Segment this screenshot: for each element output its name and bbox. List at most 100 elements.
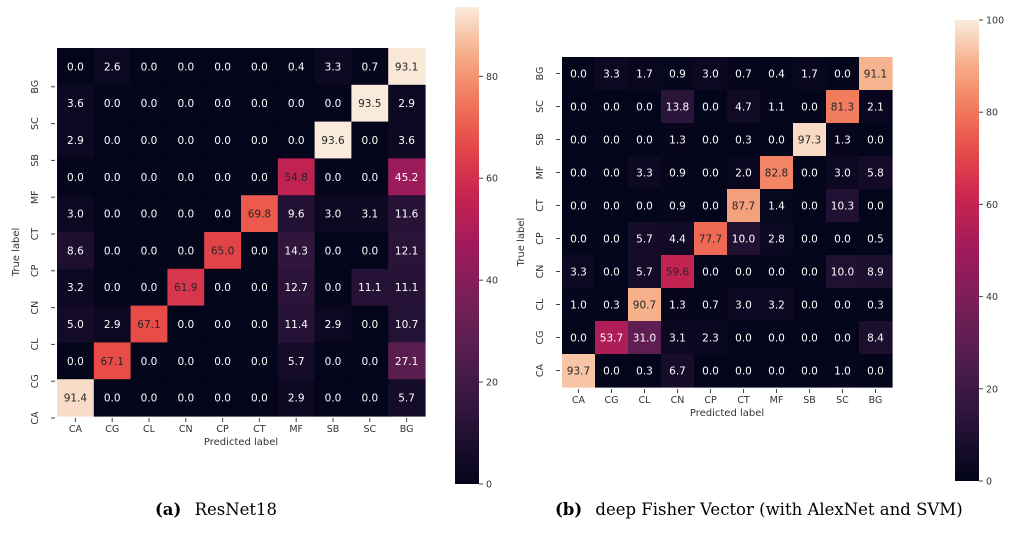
cell-value-label: 0.0 bbox=[104, 135, 121, 147]
cell-value-label: 0.0 bbox=[801, 333, 818, 345]
cell-value-label: 3.2 bbox=[67, 282, 84, 294]
cell-value-label: 0.0 bbox=[214, 393, 231, 405]
heatmap-cell bbox=[93, 342, 132, 380]
cell-value-label: 4.4 bbox=[669, 234, 686, 246]
cell-value-label: 61.9 bbox=[174, 282, 197, 294]
cell-value-label: 0.0 bbox=[801, 366, 818, 378]
heatmap-cell bbox=[351, 84, 389, 123]
cell-value-label: 0.0 bbox=[603, 366, 620, 378]
cell-value-label: 0.0 bbox=[768, 135, 785, 147]
cell-value-label: 2.0 bbox=[735, 168, 752, 180]
caption-a-text: ResNet18 bbox=[194, 500, 278, 519]
heatmap-cell bbox=[793, 255, 827, 289]
cell-value-label: 31.0 bbox=[633, 333, 656, 345]
heatmap-cell bbox=[793, 321, 827, 355]
heatmap-cell bbox=[628, 354, 662, 388]
cell-value-label: 0.0 bbox=[104, 393, 121, 405]
heatmap-cell bbox=[628, 288, 662, 322]
colorbar-tick-label: 60 bbox=[486, 174, 498, 185]
heatmap-cell bbox=[628, 222, 662, 256]
cell-value-label: 0.0 bbox=[867, 201, 884, 213]
heatmap-cell bbox=[388, 305, 426, 343]
heatmap-cell bbox=[628, 156, 662, 190]
y-tick-label: SB bbox=[535, 133, 546, 146]
cell-value-label: 0.0 bbox=[636, 135, 653, 147]
heatmap-cell bbox=[760, 57, 794, 91]
cell-value-label: 0.0 bbox=[67, 61, 84, 73]
cell-value-label: 0.0 bbox=[735, 267, 752, 279]
cell-value-label: 0.0 bbox=[768, 333, 785, 345]
x-tick-label: CL bbox=[639, 395, 652, 406]
heatmap-cell bbox=[562, 123, 596, 157]
heatmap-cell bbox=[204, 268, 242, 307]
heatmap-cell bbox=[314, 195, 352, 233]
cell-value-label: 3.6 bbox=[67, 98, 84, 110]
heatmap-cell bbox=[826, 189, 860, 223]
cell-value-label: 3.3 bbox=[570, 267, 587, 279]
y-tick-label: CL bbox=[535, 298, 546, 311]
heatmap-cell bbox=[314, 379, 352, 417]
heatmap-cell bbox=[167, 379, 205, 417]
cell-value-label: 82.8 bbox=[765, 168, 788, 180]
cell-value-label: 0.3 bbox=[636, 366, 653, 378]
heatmap-cell bbox=[167, 232, 205, 270]
heatmap-cell bbox=[277, 268, 316, 307]
heatmap-cell bbox=[93, 305, 132, 343]
colorbar-tick-label: 80 bbox=[486, 72, 498, 83]
x-axis-label: Predicted label bbox=[690, 408, 764, 419]
heatmap-cell bbox=[241, 84, 279, 123]
y-tick-label: CP bbox=[30, 264, 41, 277]
cell-value-label: 2.1 bbox=[867, 102, 884, 114]
cell-value-label: 3.3 bbox=[325, 61, 342, 73]
cell-value-label: 27.1 bbox=[395, 356, 418, 368]
cell-value-label: 97.3 bbox=[798, 135, 821, 147]
heatmap-cell bbox=[694, 255, 728, 289]
x-tick-label: CP bbox=[216, 424, 229, 435]
x-tick-label: CT bbox=[737, 395, 750, 406]
heatmap-cell bbox=[204, 379, 242, 417]
cell-value-label: 5.7 bbox=[636, 267, 653, 279]
cell-value-label: 12.7 bbox=[285, 282, 308, 294]
cell-value-label: 0.0 bbox=[177, 135, 194, 147]
heatmap-cell bbox=[93, 268, 132, 307]
cell-value-label: 0.0 bbox=[834, 69, 851, 81]
heatmap-cell bbox=[694, 189, 728, 223]
heatmap-cell bbox=[661, 123, 695, 157]
cell-value-label: 0.0 bbox=[214, 319, 231, 331]
heatmap-cell bbox=[204, 121, 242, 159]
cell-value-label: 0.7 bbox=[702, 300, 719, 312]
heatmap-cell bbox=[351, 305, 389, 343]
heatmap-cell bbox=[727, 90, 761, 124]
heatmap-cell bbox=[694, 123, 728, 157]
heatmap-cell bbox=[130, 84, 168, 123]
heatmap-cell bbox=[661, 321, 695, 355]
heatmap-cell bbox=[204, 84, 242, 123]
cell-value-label: 0.9 bbox=[669, 168, 686, 180]
cell-value-label: 4.7 bbox=[735, 102, 752, 114]
heatmap-cell bbox=[793, 123, 827, 157]
heatmap-cell bbox=[859, 189, 893, 223]
x-tick-label: SB bbox=[803, 395, 816, 406]
cell-value-label: 91.4 bbox=[64, 393, 88, 405]
x-tick-label: MF bbox=[770, 395, 784, 406]
heatmap-cell bbox=[351, 342, 389, 380]
heatmap-cell bbox=[760, 90, 794, 124]
cell-value-label: 0.0 bbox=[177, 61, 194, 73]
cell-value-label: 1.1 bbox=[768, 102, 785, 114]
heatmap-cell bbox=[727, 222, 761, 256]
y-tick-label: SB bbox=[30, 154, 41, 167]
cell-value-label: 0.0 bbox=[288, 135, 305, 147]
cell-value-label: 2.9 bbox=[67, 135, 84, 147]
cell-value-label: 0.0 bbox=[361, 245, 378, 257]
x-tick-label: CN bbox=[179, 424, 193, 435]
cell-value-label: 0.9 bbox=[669, 201, 686, 213]
heatmap-cell bbox=[628, 189, 662, 223]
cell-value-label: 1.7 bbox=[801, 69, 818, 81]
cell-value-label: 0.0 bbox=[603, 135, 620, 147]
heatmap-cell bbox=[130, 48, 168, 86]
heatmap-cell bbox=[314, 305, 352, 343]
cell-value-label: 3.6 bbox=[398, 135, 415, 147]
heatmap-cell bbox=[727, 189, 761, 223]
cell-value-label: 0.0 bbox=[141, 61, 158, 73]
cell-value-label: 0.0 bbox=[834, 333, 851, 345]
